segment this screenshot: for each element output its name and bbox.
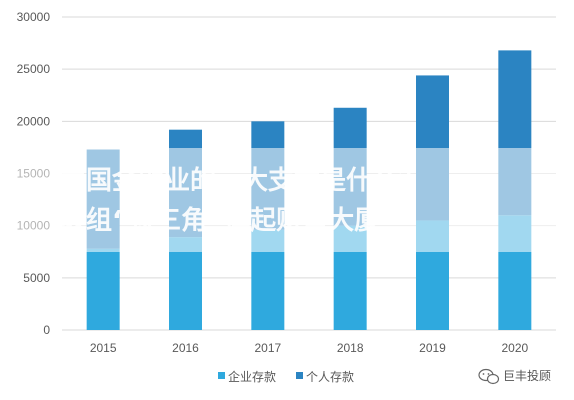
x-tick-label: 2016 [172,341,199,355]
y-tick-label: 0 [43,323,50,337]
y-tick-label: 20000 [17,114,51,128]
overlay-line-2: 改组“铁三角”撑起财富大厦 [60,205,380,236]
x-axis-ticks: 2015 2016 2017 2018 2019 2020 [90,341,529,355]
x-tick-label: 2015 [90,341,117,355]
y-tick-label: 25000 [17,62,51,76]
x-tick-label: 2019 [419,341,446,355]
y-tick-label: 30000 [17,10,51,24]
watermark: 巨丰投顾 [478,368,551,385]
legend-swatch [296,372,303,379]
y-tick-label: 5000 [23,271,50,285]
watermark-text: 巨丰投顾 [503,368,551,383]
x-tick-label: 2018 [337,341,364,355]
legend: 企业存款 个人存款 [218,369,354,384]
x-tick-label: 2020 [501,341,528,355]
bar-corporate-2015 [86,248,120,330]
overlay-line-1: 中国金融业的三大支柱是什么？ [60,165,424,196]
legend-swatch [218,372,225,379]
legend-label: 企业存款 [228,369,276,384]
wechat-icon [478,368,500,385]
overlay-band [0,148,574,252]
x-tick-label: 2017 [254,341,281,355]
legend-label: 个人存款 [306,370,354,384]
bar-corporate-2016 [169,237,202,330]
